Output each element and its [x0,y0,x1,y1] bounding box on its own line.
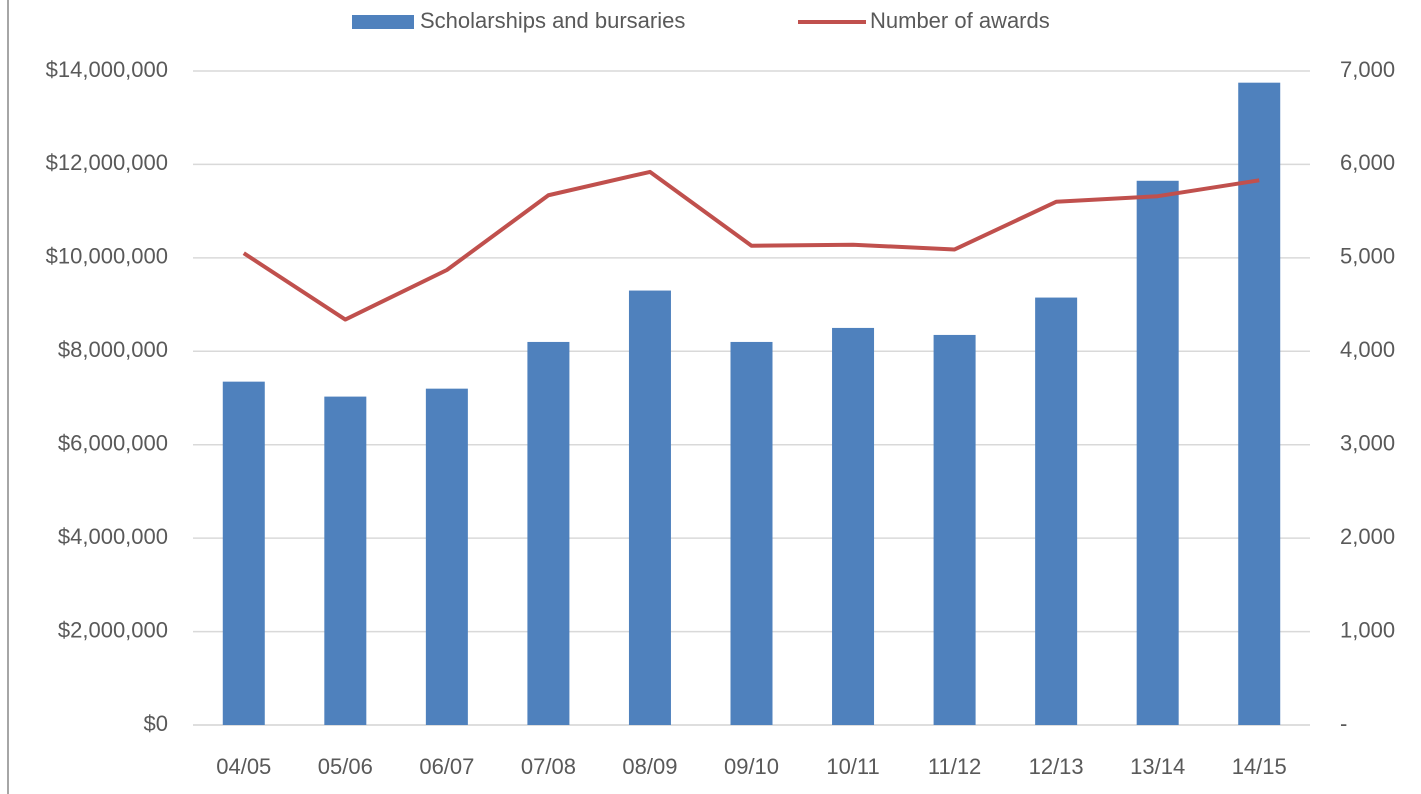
bar [628,290,671,725]
x-tick-label: 10/11 [826,754,879,779]
x-tick-label: 12/13 [1029,754,1084,779]
x-tick-label: 13/14 [1130,754,1185,779]
y-tick-label: $6,000,000 [58,431,168,456]
line [242,169,1260,322]
x-tick-label: 14/15 [1232,754,1287,779]
bar [527,341,570,725]
x-tick-label: 06/07 [419,754,474,779]
bar [730,341,773,725]
y-tick-label: $12,000,000 [46,150,168,175]
y2-tick-label: 1,000 [1340,617,1395,642]
y-tick-label: $4,000,000 [58,524,168,549]
x-tick-label: 08/09 [622,754,677,779]
y-tick-label: $2,000,000 [58,617,168,642]
x-tick-label: 09/10 [724,754,779,779]
y-tick-label: $10,000,000 [46,244,168,269]
y2-tick-label: 4,000 [1340,337,1395,362]
y-tick-label: $14,000,000 [46,57,168,82]
x-tick-label: 07/08 [521,754,576,779]
y2-tick-label: - [1340,711,1347,736]
legend-label: Scholarships and bursaries [420,8,685,33]
bar [832,327,875,725]
x-tick-label: 04/05 [216,754,271,779]
bar [1136,180,1179,725]
bar [933,334,976,725]
bar [1035,297,1078,725]
legend-swatch [352,15,414,29]
bar [222,381,265,725]
bar [324,396,367,725]
bar [1238,82,1281,725]
y2-tick-label: 7,000 [1340,57,1395,82]
y2-tick-label: 2,000 [1340,524,1395,549]
y-tick-label: $8,000,000 [58,337,168,362]
y2-tick-label: 5,000 [1340,244,1395,269]
bar [425,388,468,725]
y2-tick-label: 3,000 [1340,431,1395,456]
y2-tick-label: 6,000 [1340,150,1395,175]
x-tick-label: 11/12 [928,754,981,779]
y-tick-label: $0 [144,711,168,736]
x-tick-label: 05/06 [318,754,373,779]
legend-label: Number of awards [870,8,1050,33]
